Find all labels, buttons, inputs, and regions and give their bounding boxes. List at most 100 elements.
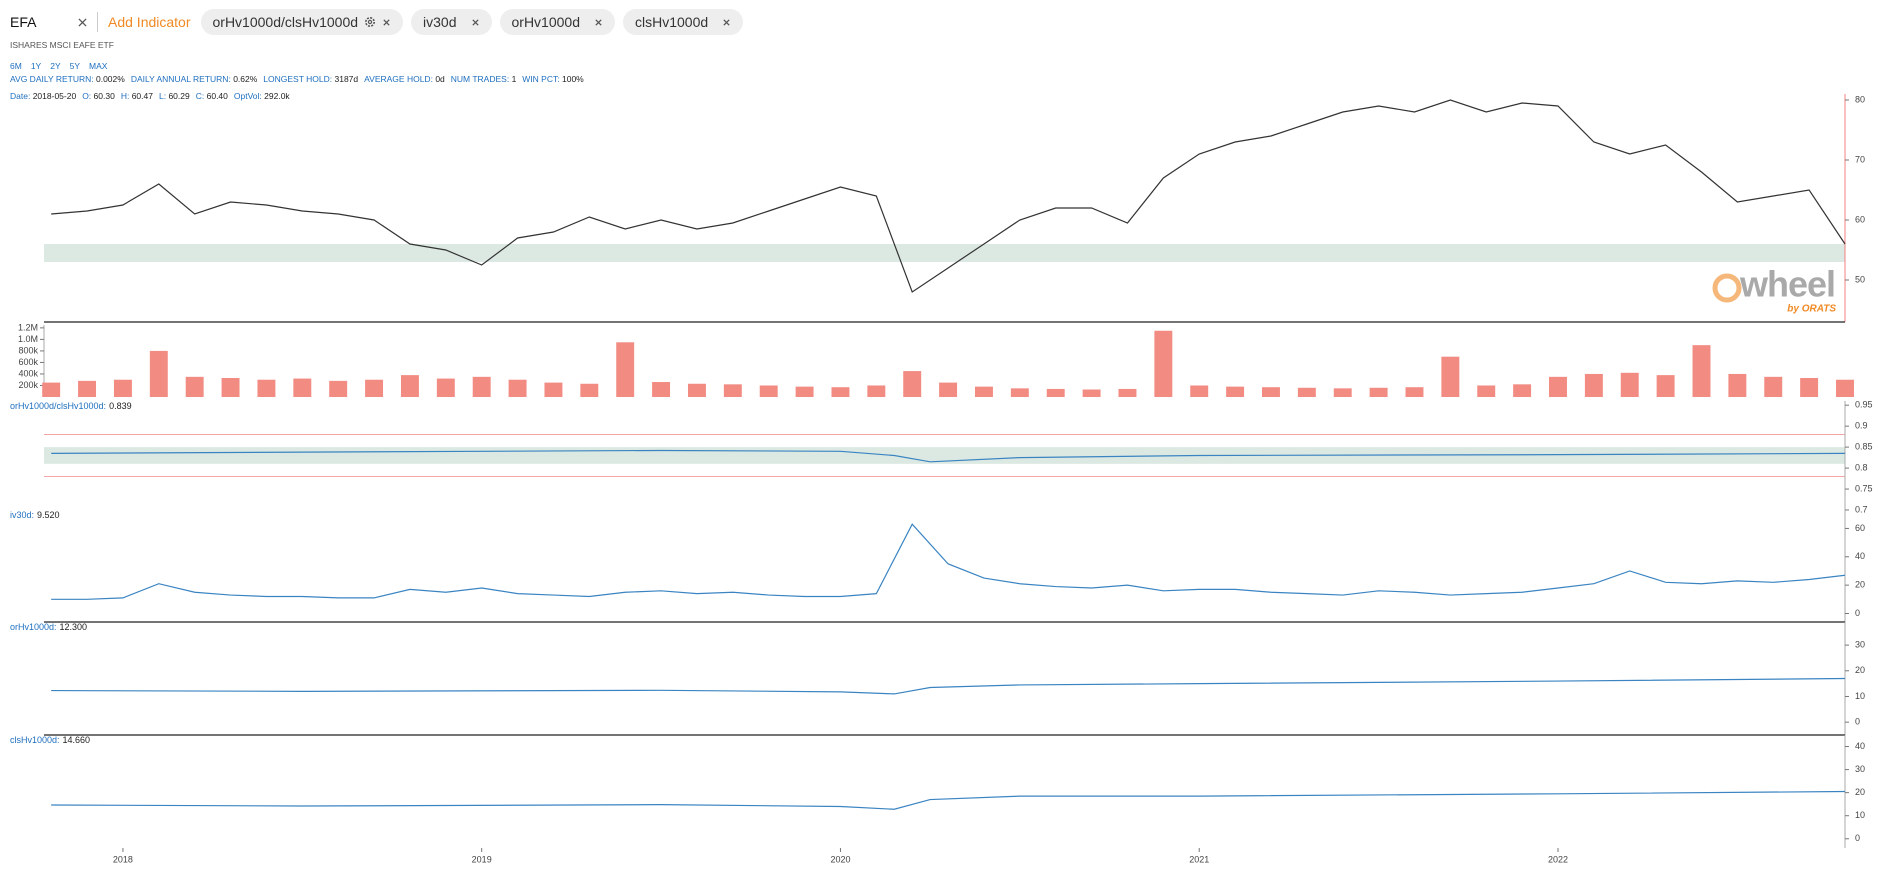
volume-bar bbox=[1441, 356, 1460, 397]
volume-bar bbox=[1369, 387, 1388, 397]
y-tick-label: 600k bbox=[18, 357, 38, 367]
y-tick-label: 30 bbox=[1855, 764, 1865, 774]
volume-bar bbox=[1154, 330, 1173, 397]
remove-icon[interactable] bbox=[382, 18, 391, 27]
readout-value: 292.0k bbox=[264, 91, 290, 101]
volume-bar bbox=[544, 382, 563, 397]
remove-icon[interactable] bbox=[594, 18, 603, 27]
chip-label: orHv1000d/clsHv1000d bbox=[212, 14, 359, 30]
y-tick-label: 60 bbox=[1855, 214, 1865, 224]
ticker-input[interactable]: EFA bbox=[10, 14, 37, 30]
indicator-chip[interactable]: clsHv1000d bbox=[623, 9, 744, 35]
volume-bar bbox=[1297, 387, 1316, 397]
x-tick-label: 2022 bbox=[1548, 854, 1568, 864]
volume-bar bbox=[687, 383, 706, 397]
clear-icon[interactable] bbox=[78, 17, 87, 27]
volume-bar bbox=[795, 386, 814, 397]
volume-bar bbox=[365, 379, 384, 397]
x-tick-label: 2019 bbox=[472, 854, 492, 864]
panel-title: orHv1000d/clsHv1000d: 0.839 bbox=[10, 401, 132, 411]
volume-bar bbox=[1692, 345, 1711, 397]
panel-readout: 9.520 bbox=[37, 510, 60, 520]
volume-bar bbox=[1836, 379, 1854, 397]
volume-bar bbox=[1226, 386, 1245, 397]
period-button[interactable]: MAX bbox=[89, 61, 108, 71]
y-tick-label: 30 bbox=[1855, 639, 1865, 649]
subtitle: ISHARES MSCI EAFE ETF bbox=[10, 40, 114, 50]
volume-bar bbox=[1118, 388, 1137, 397]
volume-bar bbox=[185, 376, 204, 397]
readout-value: 60.47 bbox=[131, 91, 153, 101]
volume-bar bbox=[1010, 388, 1029, 397]
y-tick-label: 0.7 bbox=[1855, 504, 1868, 514]
remove-icon[interactable] bbox=[722, 18, 731, 27]
logo-ring bbox=[1712, 273, 1742, 303]
y-tick-label: 0.85 bbox=[1855, 441, 1873, 451]
indicator-chip[interactable]: orHv1000d bbox=[499, 9, 615, 35]
stat-label: NUM TRADES: bbox=[450, 74, 510, 84]
volume-bar bbox=[400, 375, 419, 397]
y-tick-label: 1.2M bbox=[18, 322, 38, 332]
stat-value: 100% bbox=[561, 74, 584, 84]
period-button[interactable]: 1Y bbox=[30, 61, 42, 71]
chip-label: clsHv1000d bbox=[635, 14, 709, 30]
panel-title: clsHv1000d: 14.660 bbox=[10, 735, 90, 745]
y-tick-label: 400k bbox=[18, 368, 38, 378]
y-tick-label: 0.75 bbox=[1855, 483, 1873, 493]
indicator-chip[interactable]: orHv1000d/clsHv1000d bbox=[200, 9, 404, 35]
watermark: wheel bbox=[1739, 264, 1835, 305]
gear-icon[interactable] bbox=[364, 16, 376, 28]
period-button[interactable]: 5Y bbox=[69, 61, 81, 71]
volume-bar bbox=[508, 379, 527, 397]
volume-bar bbox=[1262, 387, 1280, 397]
series-line bbox=[51, 677, 1846, 695]
readout-label: O: bbox=[82, 91, 92, 101]
y-tick-label: 40 bbox=[1855, 551, 1865, 561]
y-tick-label: 70 bbox=[1855, 154, 1865, 164]
readout-label: H: bbox=[120, 91, 130, 101]
series-line bbox=[51, 790, 1846, 810]
stat-label: AVERAGE HOLD: bbox=[364, 74, 433, 84]
readout-value: 2018-05-20 bbox=[32, 91, 77, 101]
remove-icon[interactable] bbox=[471, 18, 480, 27]
divider bbox=[97, 12, 98, 32]
band bbox=[44, 244, 1845, 262]
volume-bar bbox=[78, 380, 97, 397]
stat-label: DAILY ANNUAL RETURN: bbox=[130, 74, 231, 84]
volume-bar bbox=[1764, 376, 1783, 397]
x-tick-label: 2018 bbox=[113, 854, 133, 864]
panel-title-label: orHv1000d: bbox=[10, 622, 57, 632]
series-line bbox=[51, 99, 1846, 293]
y-tick-label: 800k bbox=[18, 345, 38, 355]
panel-title: iv30d: 9.520 bbox=[10, 510, 60, 520]
readout-value: 60.40 bbox=[206, 91, 228, 101]
volume-bar bbox=[42, 382, 61, 397]
y-tick-label: 0.95 bbox=[1855, 400, 1873, 410]
panel-title-label: clsHv1000d: bbox=[10, 735, 60, 745]
volume-bar bbox=[974, 386, 993, 397]
ohlc-readout: Date: 2018-05-20 O: 60.30 H: 60.47 L: 60.29… bbox=[10, 91, 296, 101]
stat-value: 0d bbox=[435, 74, 445, 84]
volume-bar bbox=[221, 377, 240, 397]
x-tick-label: 2020 bbox=[830, 854, 850, 864]
volume-bar bbox=[1190, 385, 1209, 397]
volume-bar bbox=[1620, 372, 1639, 397]
panel-title-label: iv30d: bbox=[10, 510, 34, 520]
period-button[interactable]: 2Y bbox=[50, 61, 61, 71]
chip-label: iv30d bbox=[423, 14, 457, 30]
y-tick-label: 60 bbox=[1855, 523, 1865, 533]
panel-title: orHv1000d: 12.300 bbox=[10, 622, 87, 632]
stats: AVG DAILY RETURN: 0.002% DAILY ANNUAL RET… bbox=[10, 74, 590, 84]
volume-bar bbox=[1046, 388, 1065, 397]
period-button[interactable]: 6M bbox=[10, 61, 22, 71]
volume-bar bbox=[1728, 373, 1747, 397]
stat-label: LONGEST HOLD: bbox=[263, 74, 333, 84]
volume-bar bbox=[293, 378, 312, 397]
stat-label: WIN PCT: bbox=[522, 74, 560, 84]
readout-value: 60.29 bbox=[168, 91, 190, 101]
add-indicator[interactable]: Add Indicator bbox=[108, 14, 191, 30]
chip-label: orHv1000d bbox=[511, 14, 581, 30]
indicator-chip[interactable]: iv30d bbox=[411, 9, 492, 35]
volume-bar bbox=[1477, 385, 1496, 397]
